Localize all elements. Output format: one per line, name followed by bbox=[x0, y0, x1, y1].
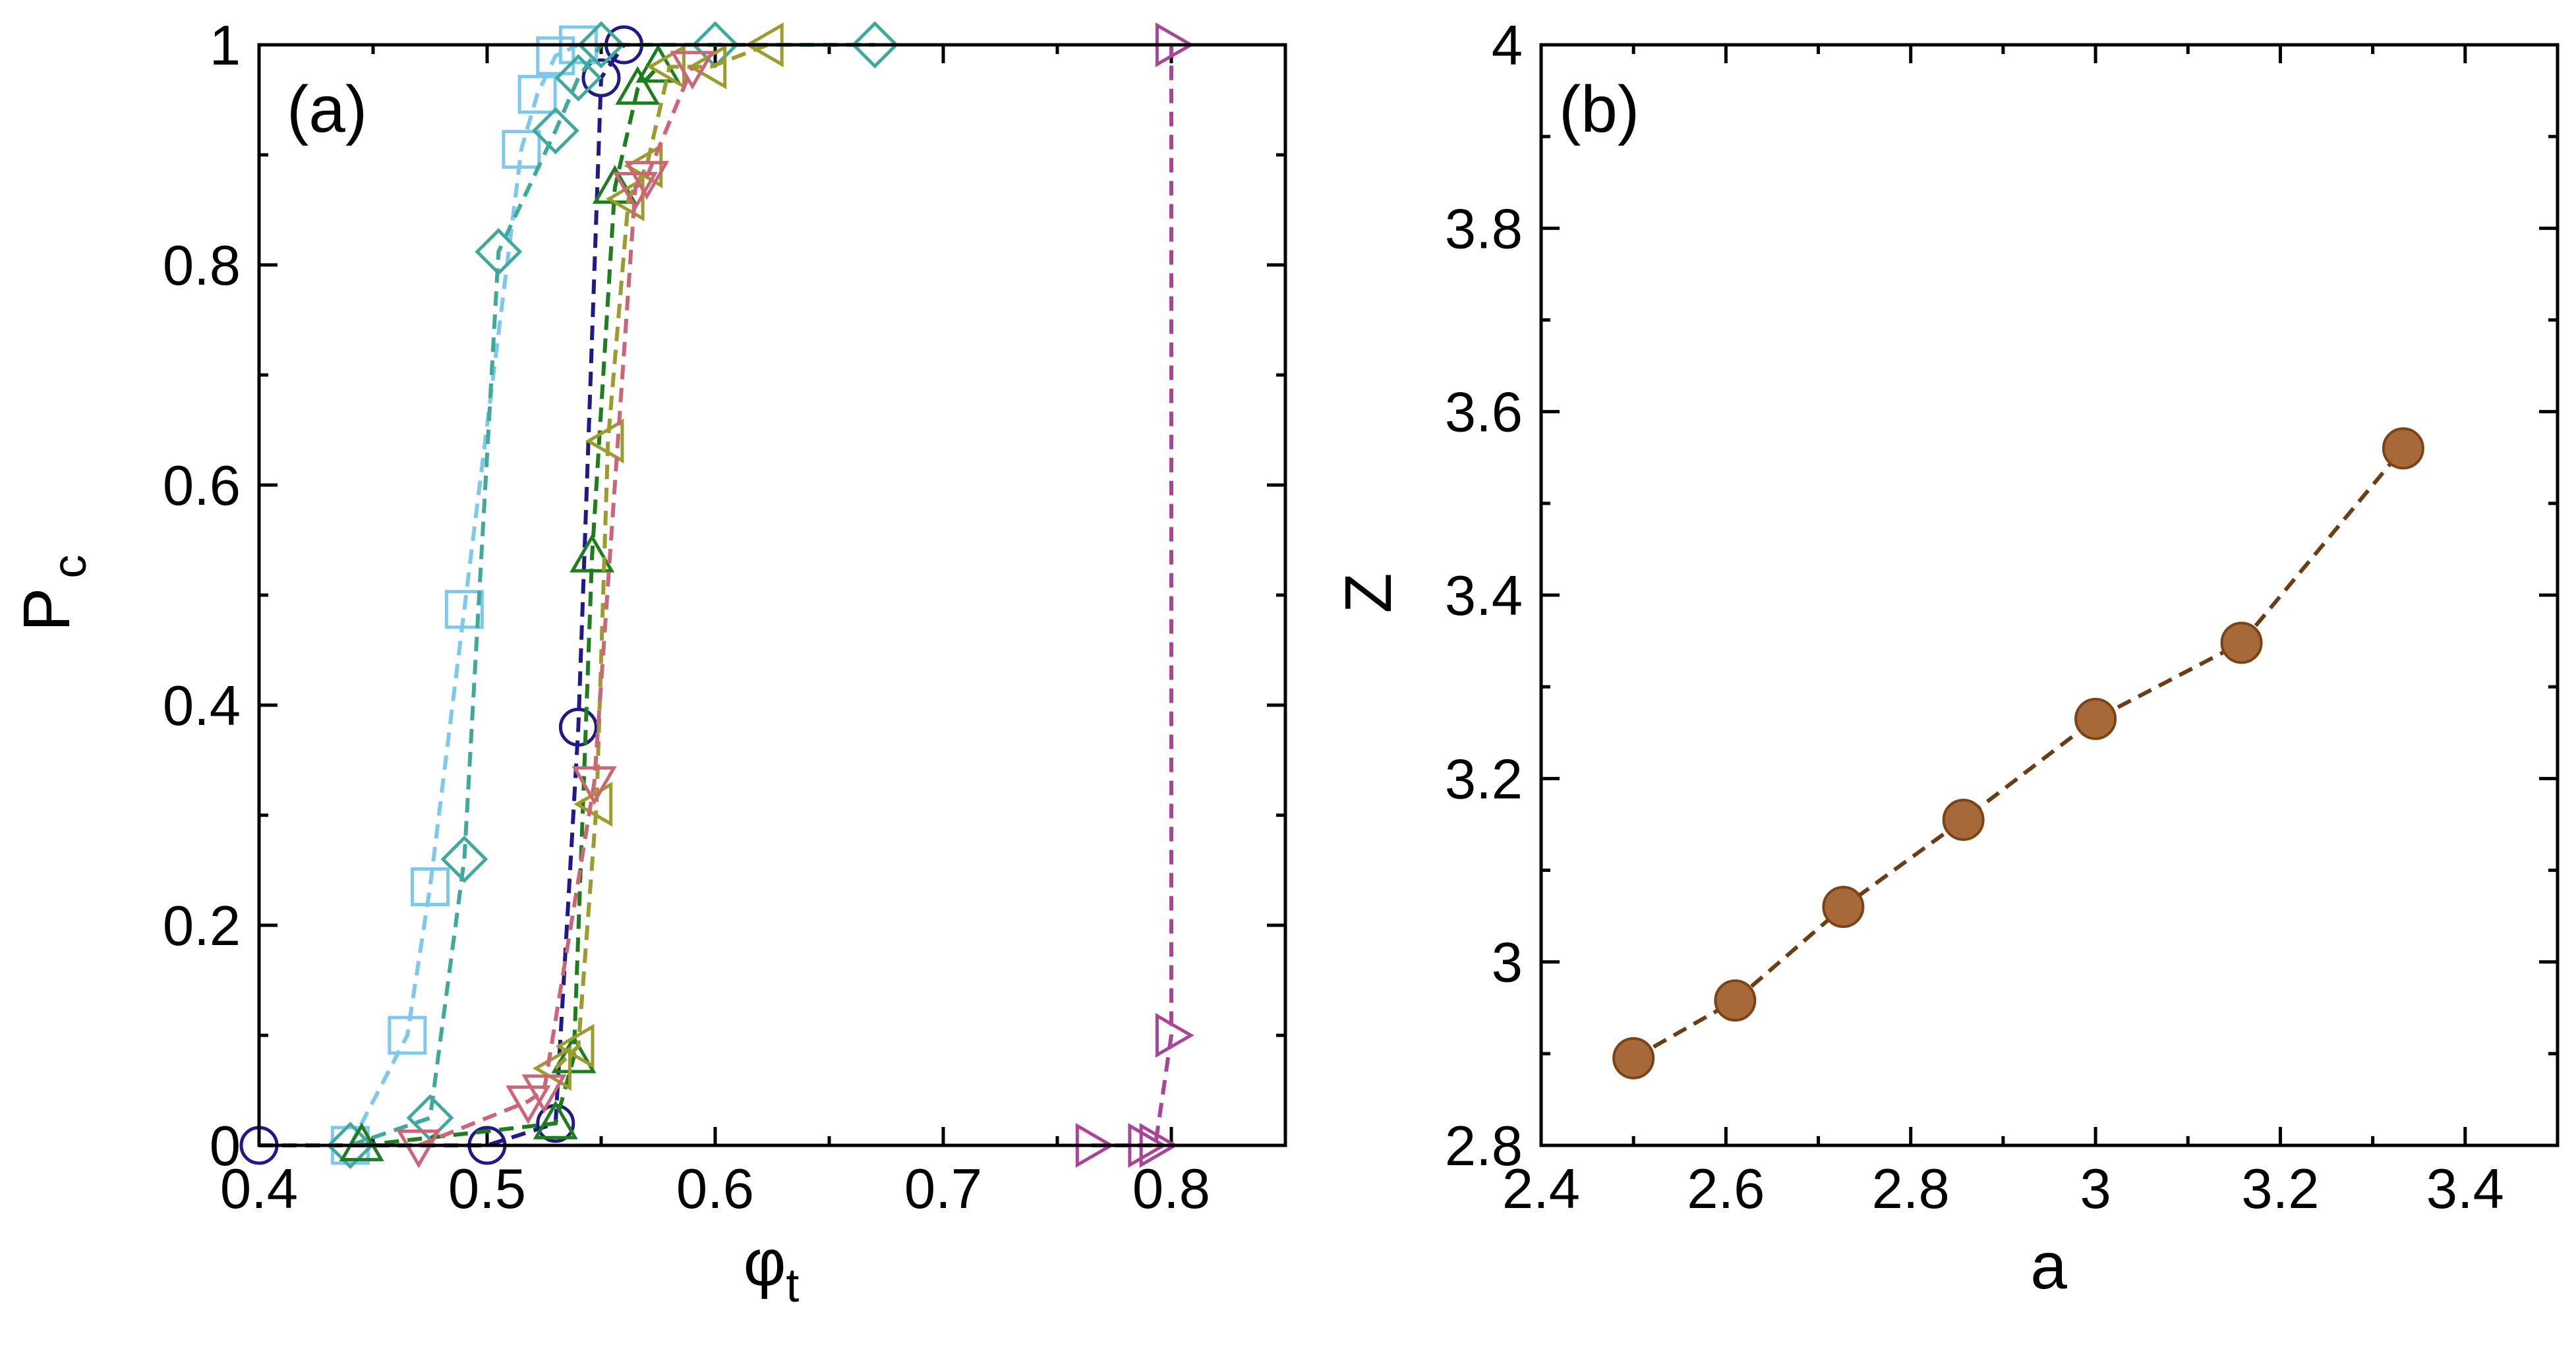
panel-a-triangle-down-series-point bbox=[670, 51, 715, 90]
panel-a-triangle-left-series-point bbox=[533, 1046, 571, 1091]
panel-b-y-axis-label: Z bbox=[1332, 573, 1405, 613]
panel-a-triangle-down-series-point bbox=[571, 766, 617, 805]
panel-b-Z-vs-a-point bbox=[1612, 1037, 1655, 1079]
panel-a-x-axis-label: φt bbox=[744, 1226, 800, 1312]
panel-a-x-label-main: φ bbox=[744, 1226, 786, 1300]
panel-b-Z-vs-a-point bbox=[2074, 697, 2117, 740]
panel-b-Z-vs-a-line bbox=[1632, 447, 2405, 1060]
panel-a-triangle-up-series-point bbox=[533, 1100, 578, 1139]
panel-a-diamond-series-point bbox=[326, 1122, 374, 1169]
panel-a-triangle-up-series-point bbox=[635, 43, 681, 83]
panel-b-frame bbox=[1539, 43, 2560, 1147]
panel-b-label: (b) bbox=[1559, 72, 1639, 146]
panel-a-square-series-point bbox=[388, 1016, 427, 1055]
panel-b-y-tick-label: 3 bbox=[1492, 932, 1523, 994]
panel-a-triangle-up-series-point bbox=[570, 533, 615, 573]
panel-a-triangle-up-series-point bbox=[615, 66, 660, 105]
panel-a-x-label-sub: t bbox=[786, 1259, 799, 1312]
panel-a-diamond-series-point bbox=[554, 54, 602, 102]
panel-a-circle-series-line bbox=[259, 43, 626, 1147]
panel-b-x-tick-label: 3.4 bbox=[2426, 1158, 2504, 1221]
panel-a-y-tick-label: 0.2 bbox=[163, 895, 241, 958]
panel-a-x-tick-label: 0.5 bbox=[448, 1158, 526, 1221]
panel-b-x-axis-label: a bbox=[2030, 1229, 2067, 1303]
panel-b-Z-vs-a-point bbox=[1822, 886, 1865, 929]
panel-a-triangle-down-series-line bbox=[418, 66, 695, 1147]
panel-b-x-tick-label: 2.4 bbox=[1502, 1158, 1580, 1221]
panel-b-x-tick-label: 2.8 bbox=[1872, 1158, 1950, 1221]
panel-b-y-tick-label: 3.2 bbox=[1445, 748, 1523, 811]
panel-a-diamond-series-point bbox=[440, 835, 488, 883]
panel-a-triangle-down-series-point bbox=[624, 161, 670, 200]
panel-a-triangle-down-series-point bbox=[506, 1085, 551, 1124]
panel-a-triangle-left-series-point bbox=[555, 1023, 595, 1069]
panel-a-frame bbox=[257, 43, 1287, 1147]
panel-a-triangle-left-series-line bbox=[554, 43, 769, 1070]
panel-b-chart: 2.4 2.6 2.8 3 3.2 3.42.833.23.43.63.84 (b) a … bbox=[1332, 14, 2560, 1303]
panel-a-diamond-series-point bbox=[475, 228, 523, 275]
panel-a-x-tick-label: 0.6 bbox=[676, 1158, 754, 1221]
panel-b-Z-vs-a-point bbox=[2220, 621, 2263, 664]
panel-a-square-series-point bbox=[536, 36, 575, 76]
panel-a-triangle-down-series-point bbox=[521, 1074, 567, 1114]
panel-a-square-series-point bbox=[411, 867, 450, 907]
panel-a-x-tick-label: 0.7 bbox=[904, 1158, 982, 1221]
panel-a-triangle-down-series-point bbox=[396, 1129, 442, 1168]
panel-a-square-series-point bbox=[444, 590, 484, 629]
panel-a-y-tick-label: 0 bbox=[210, 1115, 241, 1178]
panel-a-triangle-right-series-line bbox=[1091, 45, 1173, 1147]
panel-a-y-axis-label: Pc bbox=[10, 555, 96, 632]
panel-a-x-tick-label: 0.4 bbox=[220, 1158, 298, 1221]
panel-a-triangle-left-series-point bbox=[647, 44, 686, 90]
panel-b-y-tick-label: 3.8 bbox=[1445, 198, 1523, 260]
panel-a-y-tick-label: 0.6 bbox=[163, 455, 241, 517]
panel-a-label: (a) bbox=[287, 72, 367, 146]
panel-b-y-tick-label: 3.4 bbox=[1445, 565, 1523, 627]
panel-b-x-tick-label: 2.6 bbox=[1687, 1158, 1765, 1221]
panel-b-y-tick-label: 4 bbox=[1492, 14, 1523, 77]
panel-a-triangle-left-series-point bbox=[624, 143, 663, 188]
panel-a-x-tick-label: 0.8 bbox=[1132, 1158, 1210, 1221]
panel-a-plot-area: 0.4 0.5 0.6 0.7 0.8 0 0.2 0.4 0.6 0.8 1 bbox=[163, 14, 1285, 1221]
panel-a-diamond-series-point bbox=[851, 21, 899, 69]
panel-a-diamond-series-point bbox=[577, 21, 625, 69]
panel-a-y-tick-label: 1 bbox=[210, 14, 241, 77]
panel-a-triangle-up-series-point bbox=[551, 1034, 597, 1074]
panel-b-x-tick-label: 3.2 bbox=[2241, 1158, 2319, 1221]
panel-b-x-tick-label: 3 bbox=[2080, 1158, 2111, 1221]
panel-a-y-tick-label: 0.8 bbox=[163, 235, 241, 297]
panel-a-triangle-up-series-point bbox=[339, 1122, 384, 1162]
panel-b-Z-vs-a-point bbox=[2382, 427, 2424, 470]
panel-a-diamond-series-line bbox=[349, 43, 875, 1147]
panel-a-chart: 0.4 0.5 0.6 0.7 0.8 0 0.2 0.4 0.6 0.8 1 (a) φt Pc bbox=[10, 14, 1287, 1312]
panel-b-Z-vs-a-point bbox=[1942, 798, 1985, 841]
panel-b-y-tick-label: 2.8 bbox=[1445, 1115, 1523, 1178]
panel-a-circle-series-point bbox=[581, 58, 621, 98]
panel-a-circle-series-point bbox=[558, 707, 598, 747]
panel-a-square-series-point bbox=[502, 130, 541, 169]
panel-a-y-tick-label: 0.4 bbox=[163, 675, 241, 737]
panel-a-square-series-point bbox=[517, 74, 557, 114]
panel-a-diamond-series-point bbox=[531, 107, 579, 155]
panel-a-triangle-left-series-point bbox=[585, 418, 624, 464]
panel-a-square-series-line bbox=[348, 43, 579, 1147]
panel-a-y-label-sub: c bbox=[44, 555, 96, 579]
panel-a-triangle-up-series-line bbox=[361, 65, 660, 1147]
panel-b-y-tick-label: 3.6 bbox=[1445, 382, 1523, 444]
panel-b-Z-vs-a-point bbox=[1714, 979, 1757, 1022]
panel-b-plot-area: 2.4 2.6 2.8 3 3.2 3.4 2.8 3 3.2 3.4 3.6 3.8 4 bbox=[1445, 14, 2558, 1221]
panel-a-triangle-right-series-point bbox=[1155, 1012, 1194, 1058]
panel-a-y-label-main: P bbox=[10, 588, 84, 632]
panel-a-triangle-left-series-point bbox=[573, 782, 613, 827]
